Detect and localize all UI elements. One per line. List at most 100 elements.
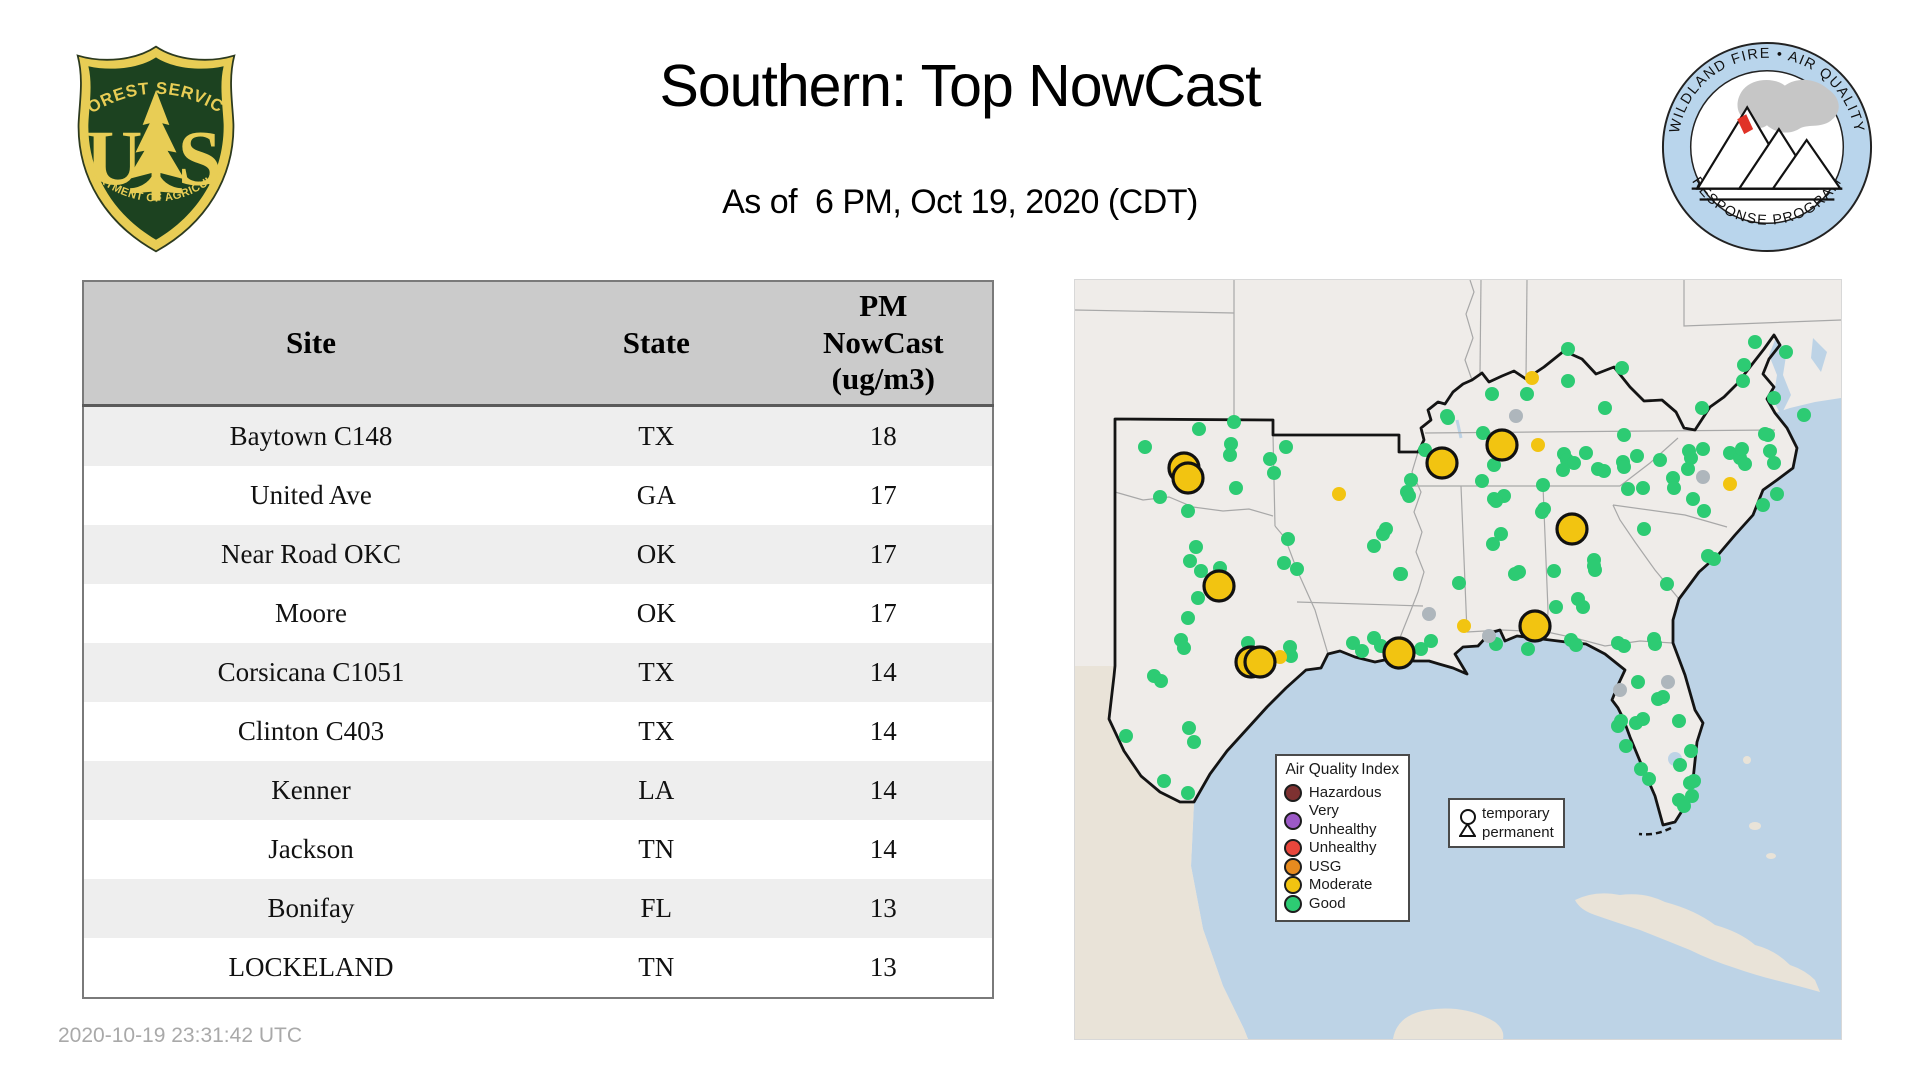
good-monitor-dot <box>1441 411 1455 425</box>
good-monitor-dot <box>1192 422 1206 436</box>
table-row: LOCKELAND TN 13 <box>83 938 993 998</box>
good-monitor-dot <box>1748 335 1762 349</box>
legend-swatch-icon <box>1283 783 1302 802</box>
legend-label: Very Unhealthy <box>1308 802 1377 838</box>
good-monitor-dot <box>1177 641 1191 655</box>
good-monitor-dot <box>1476 426 1490 440</box>
good-monitor-dot <box>1485 387 1499 401</box>
good-monitor-dot <box>1758 427 1772 441</box>
top-site-marker <box>1171 461 1205 495</box>
good-monitor-dot <box>1263 452 1277 466</box>
good-monitor-dot <box>1707 552 1721 566</box>
good-monitor-dot <box>1614 714 1628 728</box>
legend-item: Moderate <box>1283 876 1401 895</box>
top-site-marker <box>1425 446 1459 480</box>
good-monitor-dot <box>1767 456 1781 470</box>
aqi-map: Air Quality Index Hazardous Very Unhealth… <box>1074 279 1842 1040</box>
good-monitor-dot <box>1637 522 1651 536</box>
good-monitor-dot <box>1486 537 1500 551</box>
letter-u: U <box>86 115 143 202</box>
top-site-marker <box>1555 512 1589 546</box>
island <box>1743 756 1751 764</box>
col-header-pm-nowcast: PM NowCast (ug/m3) <box>774 281 993 407</box>
good-monitor-dot <box>1735 442 1749 456</box>
top-site-marker <box>1382 636 1416 670</box>
good-monitor-dot <box>1494 527 1508 541</box>
good-monitor-dot <box>1569 638 1583 652</box>
good-monitor-dot <box>1571 592 1585 606</box>
good-monitor-dot <box>1290 562 1304 576</box>
legend-swatch-icon <box>1283 811 1302 830</box>
generated-timestamp: 2020-10-19 23:31:42 UTC <box>58 1024 302 1047</box>
legend-label: Moderate <box>1308 876 1373 894</box>
legend-label: Good <box>1308 894 1346 912</box>
good-monitor-dot <box>1615 361 1629 375</box>
legend-item: USG <box>1283 857 1401 877</box>
good-monitor-dot <box>1797 408 1811 422</box>
good-monitor-dot <box>1279 440 1293 454</box>
table-row: Bonifay FL 13 <box>83 879 993 938</box>
good-monitor-dot <box>1153 490 1167 504</box>
good-monitor-dot <box>1346 636 1360 650</box>
legend-label: Unhealthy <box>1308 839 1377 857</box>
good-monitor-dot <box>1677 799 1691 813</box>
good-monitor-dot <box>1537 502 1551 516</box>
table-row: Clinton C403 TX 14 <box>83 702 993 761</box>
table-row: Moore OK 17 <box>83 584 993 643</box>
good-monitor-dot <box>1567 456 1581 470</box>
good-monitor-dot <box>1630 449 1644 463</box>
good-monitor-dot <box>1414 642 1428 656</box>
good-monitor-dot <box>1556 463 1570 477</box>
good-monitor-dot <box>1281 532 1295 546</box>
col-header-site: Site <box>83 281 538 407</box>
nowcast-table: Site State PM NowCast (ug/m3) Baytown C1… <box>82 280 994 999</box>
legend-item: Unhealthy <box>1283 839 1401 858</box>
page-subtitle: As of 6 PM, Oct 19, 2020 (CDT) <box>722 183 1198 221</box>
good-monitor-dot <box>1695 401 1709 415</box>
good-monitor-dot <box>1763 444 1777 458</box>
good-monitor-dot <box>1404 473 1418 487</box>
good-monitor-dot <box>1181 504 1195 518</box>
good-monitor-dot <box>1227 415 1241 429</box>
table-row: Near Road OKC OK 17 <box>83 525 993 584</box>
legend-swatch-icon <box>1283 857 1302 876</box>
legend-label: Hazardous <box>1308 783 1382 801</box>
good-monitor-dot <box>1656 690 1670 704</box>
good-monitor-dot <box>1181 786 1195 800</box>
good-monitor-dot <box>1547 564 1561 578</box>
legend-swatch-icon <box>1283 876 1302 895</box>
good-monitor-dot <box>1394 567 1408 581</box>
good-monitor-dot <box>1277 556 1291 570</box>
good-monitor-dot <box>1617 428 1631 442</box>
legend-item: Hazardous <box>1283 783 1401 803</box>
good-monitor-dot <box>1367 539 1381 553</box>
nodata-monitor-dot <box>1696 470 1710 484</box>
yucatan-land <box>1393 1008 1504 1039</box>
marker-type-legend: temporary permanent <box>1448 798 1565 849</box>
aqi-legend: Air Quality Index Hazardous Very Unhealth… <box>1274 753 1410 923</box>
marker-type-icons <box>1459 809 1477 838</box>
top-site-marker <box>1202 569 1236 603</box>
island <box>1749 822 1761 830</box>
cuba-land <box>1575 893 1820 992</box>
mountains-icon <box>1691 105 1843 201</box>
good-monitor-dot <box>1579 446 1593 460</box>
delaware-bay <box>1811 338 1827 372</box>
good-monitor-dot <box>1684 744 1698 758</box>
good-monitor-dot <box>1681 462 1695 476</box>
good-monitor-dot <box>1631 675 1645 689</box>
good-monitor-dot <box>1619 739 1633 753</box>
good-monitor-dot <box>1636 481 1650 495</box>
good-monitor-dot <box>1487 458 1501 472</box>
good-monitor-dot <box>1636 712 1650 726</box>
good-monitor-dot <box>1402 489 1416 503</box>
good-monitor-dot <box>1267 466 1281 480</box>
page-title: Southern: Top NowCast <box>659 53 1261 119</box>
aqi-legend-title: Air Quality Index <box>1285 760 1400 778</box>
good-monitor-dot <box>1224 437 1238 451</box>
good-monitor-dot <box>1536 478 1550 492</box>
kentucky-lake <box>1455 419 1463 439</box>
good-monitor-dot <box>1189 540 1203 554</box>
good-monitor-dot <box>1767 391 1781 405</box>
